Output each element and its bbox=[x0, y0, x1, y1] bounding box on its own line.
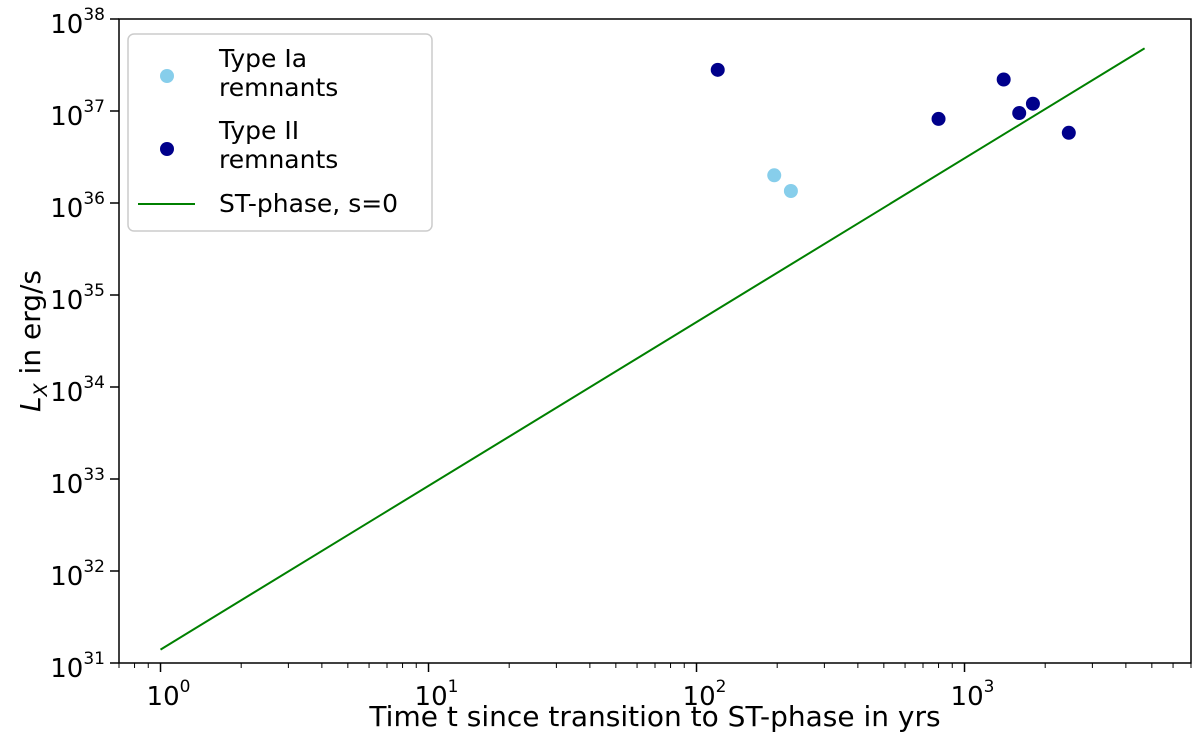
y-tick-label-3: 1034 bbox=[50, 373, 105, 408]
series-layer bbox=[159, 47, 1146, 651]
series-line-st-phase bbox=[159, 47, 1146, 651]
data-point-type-ii-0 bbox=[710, 62, 725, 77]
legend-label-st-phase-0: ST-phase, s=0 bbox=[219, 189, 398, 218]
y-tick-label-7-exp: 38 bbox=[83, 5, 105, 25]
x-tick-label-2-exp: 2 bbox=[716, 677, 727, 697]
x-tick-label-1-base: 10 bbox=[415, 682, 448, 712]
y-tick-label-6-exp: 37 bbox=[83, 97, 105, 117]
y-tick-label-1-exp: 32 bbox=[83, 557, 105, 577]
y-tick-label-7: 1038 bbox=[50, 5, 105, 40]
data-point-type-ii-3 bbox=[1012, 106, 1027, 121]
data-point-type-ii-2 bbox=[996, 72, 1011, 87]
y-tick-label-0: 1031 bbox=[50, 649, 105, 684]
legend-marker-type-ia bbox=[160, 69, 174, 83]
data-point-type-ia-1 bbox=[783, 184, 798, 199]
x-tick-label-3: 103 bbox=[951, 677, 995, 712]
data-point-type-ii-4 bbox=[1025, 96, 1040, 111]
legend-box bbox=[127, 33, 433, 232]
y-tick-label-0-exp: 31 bbox=[83, 649, 105, 669]
x-tick-label-0-base: 10 bbox=[147, 682, 180, 712]
y-tick-label-7-base: 10 bbox=[50, 10, 83, 40]
x-tick-label-0-exp: 0 bbox=[180, 677, 191, 697]
y-tick-label-3-exp: 34 bbox=[83, 373, 105, 393]
legend-label-type-ia-0: Type Ia bbox=[218, 44, 307, 73]
x-axis-label: Time t since transition to ST-phase in y… bbox=[368, 700, 940, 733]
y-tick-label-4: 1035 bbox=[50, 281, 105, 316]
y-tick-label-4-base: 10 bbox=[50, 286, 83, 316]
y-tick-label-5-base: 10 bbox=[50, 194, 83, 224]
y-axis-label-rest: in erg/s bbox=[14, 270, 47, 383]
y-tick-label-1: 1032 bbox=[50, 557, 105, 592]
x-tick-label-2-base: 10 bbox=[683, 682, 716, 712]
x-tick-label-2: 102 bbox=[683, 677, 727, 712]
y-tick-label-1-base: 10 bbox=[50, 562, 83, 592]
y-axis-label-sub: X bbox=[30, 382, 52, 397]
y-tick-label-4-exp: 35 bbox=[83, 281, 105, 301]
x-tick-label-0: 100 bbox=[147, 677, 191, 712]
legend-label-type-ia-1: remnants bbox=[219, 73, 338, 102]
y-tick-label-0-base: 10 bbox=[50, 654, 83, 684]
x-tick-label-3-exp: 3 bbox=[984, 677, 995, 697]
x-tick-label-3-base: 10 bbox=[951, 682, 984, 712]
data-point-type-ii-5 bbox=[1061, 125, 1076, 140]
y-axis-label: LX in erg/s bbox=[14, 270, 52, 412]
y-tick-label-6-base: 10 bbox=[50, 102, 83, 132]
y-tick-label-2-exp: 33 bbox=[83, 465, 105, 485]
data-point-type-ii-1 bbox=[931, 111, 946, 126]
legend-label-type-ii-1: remnants bbox=[219, 145, 338, 174]
legend-label-type-ii-0: Type II bbox=[218, 116, 299, 145]
y-tick-label-3-base: 10 bbox=[50, 378, 83, 408]
data-point-type-ia-0 bbox=[767, 168, 782, 183]
x-tick-label-1: 101 bbox=[415, 677, 459, 712]
y-tick-label-5-exp: 36 bbox=[83, 189, 105, 209]
y-tick-label-6: 1037 bbox=[50, 97, 105, 132]
ticks: 100 101 102 1031031103210331034103510361037… bbox=[50, 5, 1192, 712]
y-tick-label-2-base: 10 bbox=[50, 470, 83, 500]
y-tick-label-2: 1033 bbox=[50, 465, 105, 500]
x-tick-label-1-exp: 1 bbox=[448, 677, 459, 697]
y-axis-label-base: L bbox=[14, 396, 47, 412]
legend-marker-type-ii bbox=[160, 142, 174, 156]
y-tick-label-5: 1036 bbox=[50, 189, 105, 224]
